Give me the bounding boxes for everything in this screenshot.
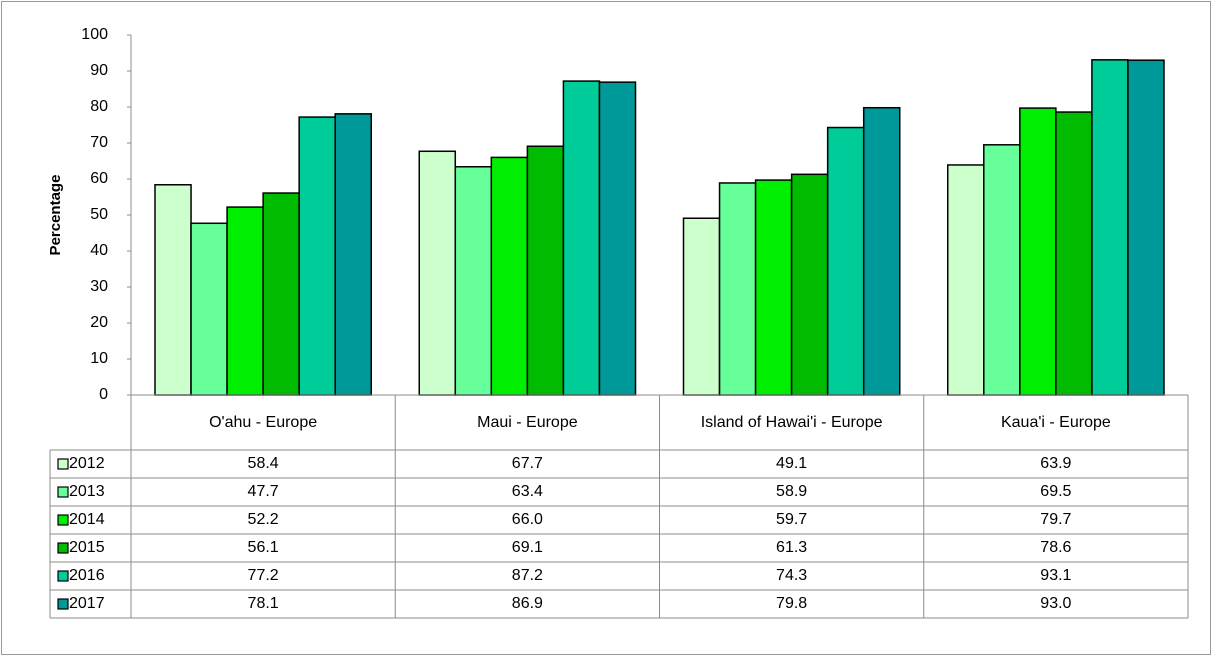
legend-label: 2012	[69, 455, 105, 472]
y-tick-label: 100	[81, 26, 108, 43]
y-tick-label: 0	[99, 386, 108, 403]
bar	[682, 217, 721, 396]
table-value: 93.1	[1040, 567, 1071, 584]
table-value: 93.0	[1040, 595, 1071, 612]
y-tick-label: 70	[90, 134, 108, 151]
legend-label: 2017	[69, 595, 105, 612]
legend-label: 2014	[69, 511, 105, 528]
legend-swatch	[57, 514, 69, 526]
category-label: Kaua'i - Europe	[1000, 413, 1111, 431]
legend-swatch	[57, 598, 69, 610]
table-value: 87.2	[512, 567, 543, 584]
category-header-cell: Kaua'i - Europe	[1000, 413, 1111, 431]
bar	[298, 116, 336, 396]
table-value: 59.7	[776, 511, 807, 528]
table-value: 56.1	[248, 539, 279, 556]
category-header-cell: O'ahu - Europe	[209, 413, 318, 431]
table-value: 69.5	[1040, 483, 1071, 500]
table-value: 47.7	[248, 483, 279, 500]
category-label: Maui - Europe	[477, 413, 578, 431]
y-tick-label: 20	[90, 314, 108, 331]
y-tick-label: 60	[90, 170, 108, 187]
table-value: 58.9	[776, 483, 807, 500]
y-axis-label: Percentage	[47, 175, 64, 256]
bar	[190, 222, 228, 396]
table-value: 74.3	[776, 567, 807, 584]
table-value: 63.4	[512, 483, 543, 500]
bar	[490, 156, 529, 396]
y-tick-label: 40	[90, 242, 108, 259]
table-value: 49.1	[776, 455, 807, 472]
y-tick-label: 80	[90, 98, 108, 115]
y-tick-label: 50	[90, 206, 108, 223]
bar	[262, 192, 300, 396]
y-tick-label: 90	[90, 62, 108, 79]
y-tick-label: 10	[90, 350, 108, 367]
bar	[418, 150, 457, 396]
legend-label: 2015	[69, 539, 105, 556]
table-value: 69.1	[512, 539, 543, 556]
bar	[334, 113, 373, 396]
legend-swatch	[57, 458, 69, 470]
bar	[562, 80, 601, 396]
table-value: 61.3	[776, 539, 807, 556]
bar	[1019, 107, 1057, 396]
bar	[790, 173, 829, 396]
legend-swatch	[57, 570, 69, 582]
y-tick-label: 30	[90, 278, 108, 295]
category-header-cell: Island of Hawai'i - Europe	[700, 413, 883, 431]
legend-swatch	[57, 486, 69, 498]
table-value: 78.6	[1040, 539, 1071, 556]
bar	[983, 144, 1021, 396]
legend-label: 2013	[69, 483, 105, 500]
bar	[754, 179, 793, 396]
bar	[154, 184, 192, 396]
legend-label: 2016	[69, 567, 105, 584]
bar	[526, 145, 565, 396]
table-value: 66.0	[512, 511, 543, 528]
table-value: 79.7	[1040, 511, 1071, 528]
bar	[1055, 111, 1093, 396]
bar	[1127, 59, 1165, 396]
table-value: 67.7	[512, 455, 543, 472]
table-value: 77.2	[248, 567, 279, 584]
bar	[454, 166, 493, 396]
bar	[718, 182, 757, 396]
table-value: 78.1	[248, 595, 279, 612]
table-value: 79.8	[776, 595, 807, 612]
table-value: 63.9	[1040, 455, 1071, 472]
category-header-cell: Maui - Europe	[477, 413, 578, 431]
bar	[598, 81, 637, 396]
category-label: Island of Hawai'i - Europe	[700, 413, 883, 431]
table-value: 58.4	[248, 455, 279, 472]
bar	[862, 106, 901, 396]
bar	[947, 164, 985, 396]
bar	[1091, 59, 1129, 396]
bar	[226, 206, 264, 396]
table-value: 52.2	[248, 511, 279, 528]
category-label: O'ahu - Europe	[209, 413, 318, 431]
bar	[826, 126, 865, 396]
legend-swatch	[57, 542, 69, 554]
table-value: 86.9	[512, 595, 543, 612]
